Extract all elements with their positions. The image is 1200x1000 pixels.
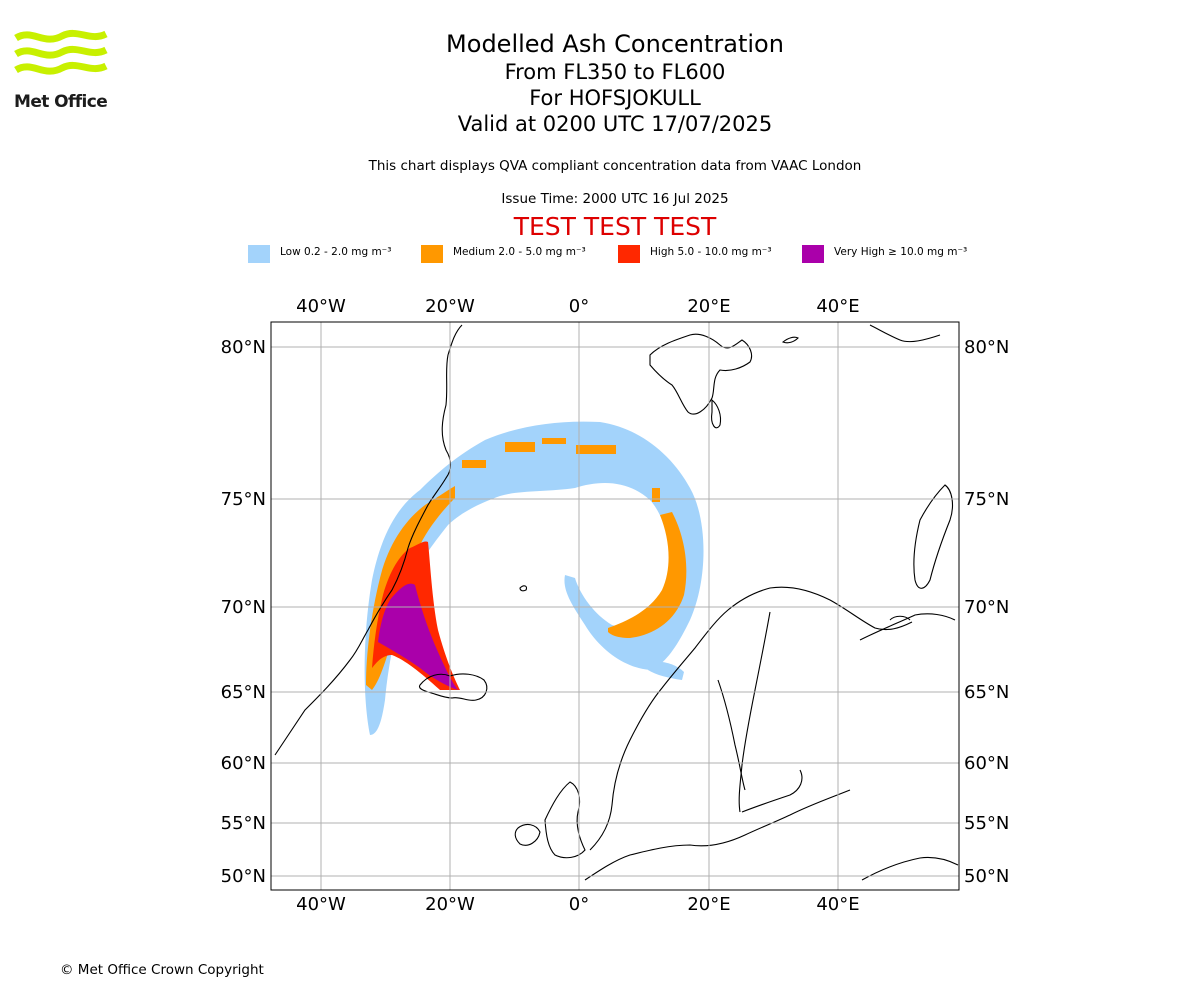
lon-label-top: 20°W (425, 296, 475, 317)
lat-label-left: 75°N (221, 489, 266, 510)
lat-label-left: 65°N (221, 682, 266, 703)
legend-swatch-very-high (802, 245, 824, 263)
met-office-logo-text: Met Office (14, 92, 108, 112)
lon-label-bottom: 40°E (816, 894, 859, 915)
lat-label-left: 50°N (221, 866, 266, 887)
lon-label-bottom: 40°W (296, 894, 346, 915)
gridlines (271, 322, 959, 890)
met-office-logo: Met Office (14, 28, 110, 112)
title-line-3: For HOFSJOKULL (529, 86, 701, 110)
subtitle: This chart displays QVA compliant concen… (368, 158, 862, 174)
lon-label-bottom: 0° (569, 894, 589, 915)
ash-plume-medium-fragments (462, 438, 660, 502)
legend-label-very-high: Very High ≥ 10.0 mg m⁻³ (834, 246, 968, 258)
lon-label-top: 20°E (687, 296, 730, 317)
title-line-4: Valid at 0200 UTC 17/07/2025 (457, 112, 773, 136)
lat-label-left: 80°N (221, 337, 266, 358)
issue-time: Issue Time: 2000 UTC 16 Jul 2025 (501, 191, 729, 207)
lat-label-right: 60°N (964, 753, 1009, 774)
legend-swatch-medium (421, 245, 443, 263)
legend-label-medium: Medium 2.0 - 5.0 mg m⁻³ (453, 246, 586, 258)
lat-label-left: 55°N (221, 813, 266, 834)
lat-label-right: 50°N (964, 866, 1009, 887)
ash-plume-low-fragment (648, 661, 684, 680)
lat-label-left: 70°N (221, 597, 266, 618)
legend-swatch-high (618, 245, 640, 263)
title-line-2: From FL350 to FL600 (504, 60, 726, 84)
lat-label-right: 80°N (964, 337, 1009, 358)
legend-label-high: High 5.0 - 10.0 mg m⁻³ (650, 246, 772, 258)
copyright: © Met Office Crown Copyright (60, 962, 264, 978)
lon-label-bottom: 20°W (425, 894, 475, 915)
lon-label-top: 40°W (296, 296, 346, 317)
lon-label-bottom: 20°E (687, 894, 730, 915)
met-office-wave-icon (14, 29, 108, 75)
lat-label-right: 75°N (964, 489, 1009, 510)
lon-label-top: 0° (569, 296, 589, 317)
ash-plume-very-high (378, 583, 458, 690)
lon-label-top: 40°E (816, 296, 859, 317)
title-line-1: Modelled Ash Concentration (446, 30, 784, 58)
chart-title-block: Modelled Ash Concentration From FL350 to… (315, 30, 915, 137)
legend-swatch-low (248, 245, 270, 263)
lat-label-right: 55°N (964, 813, 1009, 834)
lon-labels-top: 40°W 20°W 0° 20°E 40°E (296, 296, 859, 317)
lat-label-right: 70°N (964, 597, 1009, 618)
lat-labels-right: 80°N 75°N 70°N 65°N 60°N 55°N 50°N (964, 337, 1009, 887)
lon-labels-bottom: 40°W 20°W 0° 20°E 40°E (296, 894, 859, 915)
lat-label-right: 65°N (964, 682, 1009, 703)
map-frame (270, 321, 960, 891)
lat-label-left: 60°N (221, 753, 266, 774)
legend-label-low: Low 0.2 - 2.0 mg m⁻³ (280, 246, 392, 258)
test-banner: TEST TEST TEST (513, 212, 717, 241)
lat-labels-left: 80°N 75°N 70°N 65°N 60°N 55°N 50°N (221, 337, 266, 887)
